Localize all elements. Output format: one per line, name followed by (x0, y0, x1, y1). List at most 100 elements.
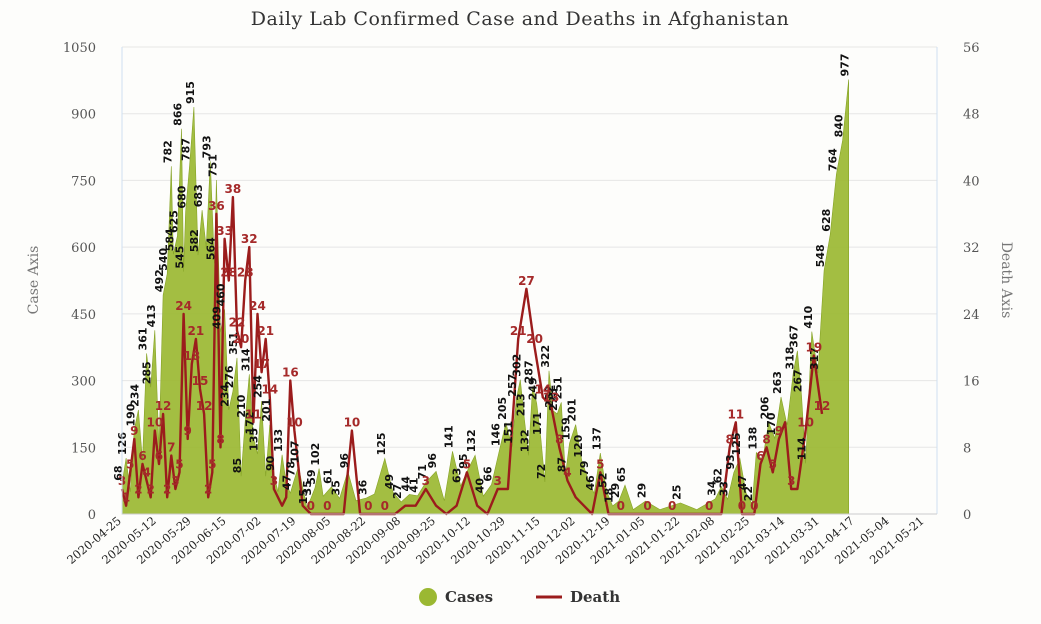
death-data-label: 36 (208, 199, 225, 213)
case-data-label: 287 (523, 360, 536, 383)
death-data-label: 13 (543, 391, 560, 405)
case-data-label: 409 (211, 306, 224, 329)
case-data-label: 460 (215, 283, 228, 306)
death-data-label: 2 (147, 482, 155, 496)
death-data-label: 22 (229, 316, 246, 330)
y-tick-label: 0 (88, 508, 96, 523)
case-data-label: 171 (531, 412, 544, 435)
case-data-label: 44 (399, 476, 412, 492)
death-data-label: 3 (422, 474, 430, 488)
death-data-label: 0 (323, 499, 331, 513)
death-data-label: 6 (138, 449, 146, 463)
death-data-label: 5 (126, 457, 134, 471)
case-data-label: 78 (284, 461, 297, 476)
case-data-label: 151 (502, 421, 515, 444)
case-data-label: 137 (590, 427, 603, 450)
death-data-label: 20 (526, 332, 543, 346)
death-data-label: 11 (245, 407, 262, 421)
y-tick-label: 1050 (63, 41, 96, 56)
death-data-label: 5 (463, 457, 471, 471)
case-data-label: 540 (157, 248, 170, 271)
case-data-label: 787 (180, 138, 193, 161)
case-data-label: 866 (172, 103, 185, 126)
case-data-label: 172 (243, 412, 256, 435)
death-data-label: 8 (555, 432, 563, 446)
case-data-label: 915 (184, 81, 197, 104)
case-data-label: 201 (566, 399, 579, 422)
case-data-label: 263 (771, 371, 784, 394)
case-data-label: 35 (330, 480, 343, 495)
case-data-label: 254 (252, 375, 265, 398)
case-data-label: 126 (116, 432, 129, 455)
death-data-label: 7 (167, 441, 175, 455)
death-data-label: 0 (617, 499, 625, 513)
label-layer: 6812619023436128541349254078258462586654… (112, 53, 852, 513)
case-data-label: 107 (289, 440, 302, 463)
case-data-label: 190 (124, 403, 137, 426)
case-data-label: 764 (826, 148, 839, 171)
case-data-label: 87 (555, 457, 568, 472)
case-data-label: 680 (176, 185, 189, 208)
case-data-label: 22 (742, 486, 755, 501)
death-data-label: 4 (142, 466, 150, 480)
case-data-label: 33 (718, 481, 731, 496)
area-layer (121, 79, 849, 515)
case-data-label: 95 (457, 453, 470, 468)
case-data-label: 410 (802, 305, 815, 328)
case-data-label: 276 (223, 365, 236, 388)
case-data-label: 302 (510, 354, 523, 377)
death-data-label: 0 (643, 499, 651, 513)
y2-tick-label: 0 (963, 508, 971, 523)
case-data-label: 71 (416, 464, 429, 479)
case-data-label: 251 (551, 376, 564, 399)
death-data-label: 0 (750, 499, 758, 513)
case-data-label: 249 (527, 377, 540, 400)
case-data-label: 72 (535, 464, 548, 479)
death-data-label: 17 (253, 357, 270, 371)
case-data-label: 267 (792, 369, 805, 392)
case-data-label: 114 (796, 437, 809, 460)
case-data-label: 413 (145, 304, 158, 327)
death-data-label: 0 (364, 499, 372, 513)
case-data-label: 90 (264, 455, 277, 471)
death-data-label: 5 (208, 457, 216, 471)
case-data-label: 210 (235, 394, 248, 417)
death-data-label: 24 (175, 299, 192, 313)
case-data-label: 751 (206, 154, 219, 177)
case-data-label: 125 (375, 432, 388, 455)
death-data-label: 8 (762, 432, 770, 446)
death-data-label: 14 (534, 382, 551, 396)
case-data-label: 285 (141, 361, 154, 384)
death-data-label: 0 (307, 499, 315, 513)
y2-axis-title: Death Axis (998, 242, 1014, 319)
case-data-label: 138 (746, 427, 759, 450)
y-tick-label: 900 (71, 108, 96, 123)
death-data-label: 28 (237, 266, 254, 280)
case-data-label: 41 (408, 477, 421, 492)
case-data-label: 34 (705, 480, 718, 496)
case-data-label: 318 (783, 347, 796, 370)
death-data-label: 28 (220, 266, 237, 280)
case-data-label: 18 (603, 488, 616, 503)
case-data-label: 234 (219, 384, 232, 407)
case-data-label: 146 (490, 423, 503, 446)
legend-death-label: Death (570, 588, 620, 606)
case-data-label: 793 (200, 135, 213, 158)
case-data-label: 93 (724, 454, 737, 469)
death-data-label: 2 (134, 482, 142, 496)
death-data-label: 1 (122, 491, 130, 505)
death-data-label: 11 (727, 407, 744, 421)
case-data-label: 25 (670, 485, 683, 500)
y-tick-label: 450 (71, 308, 96, 323)
death-data-label: 2 (204, 482, 212, 496)
case-data-label: 314 (239, 348, 252, 371)
legend: Cases Death (419, 588, 620, 606)
chart-title: Daily Lab Confirmed Case and Deaths in A… (251, 8, 789, 30)
case-data-label: 213 (514, 393, 527, 416)
case-data-label: 102 (309, 443, 322, 466)
death-data-label: 3 (270, 474, 278, 488)
death-data-label: 15 (192, 374, 209, 388)
death-data-label: 3 (171, 474, 179, 488)
case-data-label: 49 (383, 474, 396, 489)
y2-tick-label: 24 (963, 308, 980, 323)
